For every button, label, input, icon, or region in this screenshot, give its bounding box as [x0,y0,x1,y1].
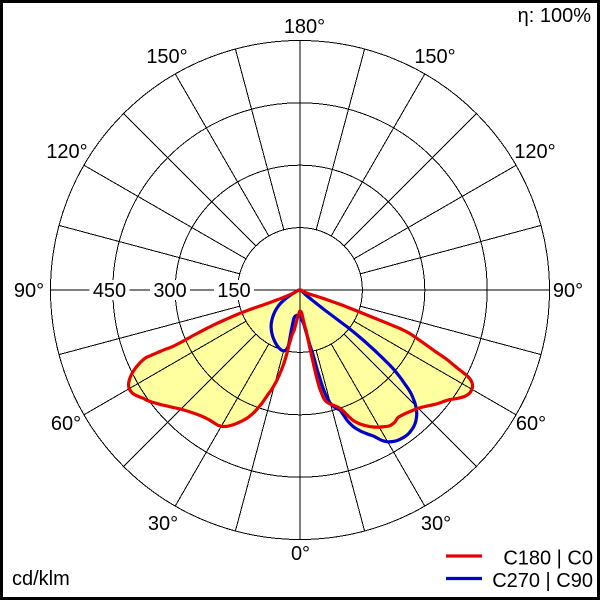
svg-text:120°: 120° [46,141,87,163]
svg-text:cd/klm: cd/klm [12,568,70,590]
svg-text:η: 100%: η: 100% [518,5,592,27]
svg-text:120°: 120° [514,141,555,163]
svg-text:60°: 60° [516,413,546,435]
svg-text:180°: 180° [284,16,325,38]
svg-text:0°: 0° [291,543,310,565]
svg-text:450: 450 [93,280,126,302]
svg-text:150: 150 [217,280,250,302]
svg-text:90°: 90° [553,280,583,302]
svg-text:90°: 90° [14,280,44,302]
svg-text:C270 | C90: C270 | C90 [492,570,593,592]
svg-text:60°: 60° [51,413,81,435]
svg-text:150°: 150° [414,46,455,68]
svg-text:C180 | C0: C180 | C0 [503,548,593,570]
svg-text:30°: 30° [421,513,451,535]
svg-text:300: 300 [153,280,186,302]
svg-text:30°: 30° [148,513,178,535]
svg-text:150°: 150° [146,46,187,68]
